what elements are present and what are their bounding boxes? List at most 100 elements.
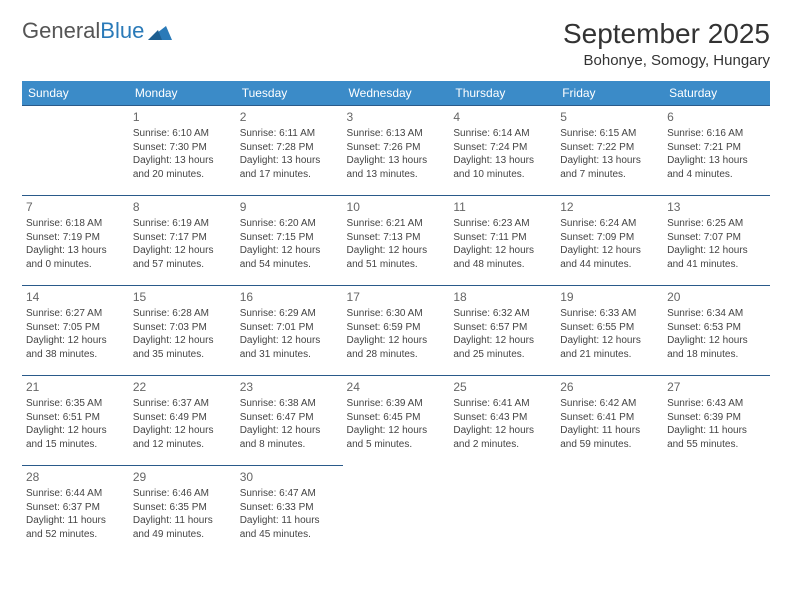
weekday-header: Thursday: [449, 81, 556, 106]
daylight-text: Daylight: 13 hours and 4 minutes.: [667, 154, 766, 181]
daylight-text: Daylight: 12 hours and 5 minutes.: [347, 424, 446, 451]
daylight-text: Daylight: 12 hours and 54 minutes.: [240, 244, 339, 271]
day-number: 28: [26, 469, 125, 485]
location-text: Bohonye, Somogy, Hungary: [563, 52, 770, 69]
sunset-text: Sunset: 7:13 PM: [347, 231, 446, 245]
day-number: 19: [560, 289, 659, 305]
sunset-text: Sunset: 6:55 PM: [560, 321, 659, 335]
sunset-text: Sunset: 7:09 PM: [560, 231, 659, 245]
calendar-cell: 30Sunrise: 6:47 AMSunset: 6:33 PMDayligh…: [236, 466, 343, 556]
calendar-cell: [22, 106, 129, 196]
calendar-cell: 8Sunrise: 6:19 AMSunset: 7:17 PMDaylight…: [129, 196, 236, 286]
day-number: 17: [347, 289, 446, 305]
sunrise-text: Sunrise: 6:24 AM: [560, 217, 659, 231]
calendar-cell: 20Sunrise: 6:34 AMSunset: 6:53 PMDayligh…: [663, 286, 770, 376]
day-number: 10: [347, 199, 446, 215]
day-number: 13: [667, 199, 766, 215]
sunrise-text: Sunrise: 6:32 AM: [453, 307, 552, 321]
calendar-cell: 6Sunrise: 6:16 AMSunset: 7:21 PMDaylight…: [663, 106, 770, 196]
sunset-text: Sunset: 7:21 PM: [667, 141, 766, 155]
day-number: 25: [453, 379, 552, 395]
day-number: 23: [240, 379, 339, 395]
sunrise-text: Sunrise: 6:28 AM: [133, 307, 232, 321]
day-number: 8: [133, 199, 232, 215]
daylight-text: Daylight: 12 hours and 41 minutes.: [667, 244, 766, 271]
calendar-cell: 1Sunrise: 6:10 AMSunset: 7:30 PMDaylight…: [129, 106, 236, 196]
sunrise-text: Sunrise: 6:29 AM: [240, 307, 339, 321]
calendar-cell: 10Sunrise: 6:21 AMSunset: 7:13 PMDayligh…: [343, 196, 450, 286]
logo-text-blue: Blue: [100, 18, 144, 44]
calendar-week-row: 21Sunrise: 6:35 AMSunset: 6:51 PMDayligh…: [22, 376, 770, 466]
sunset-text: Sunset: 6:53 PM: [667, 321, 766, 335]
day-number: 20: [667, 289, 766, 305]
daylight-text: Daylight: 12 hours and 44 minutes.: [560, 244, 659, 271]
calendar-cell: 13Sunrise: 6:25 AMSunset: 7:07 PMDayligh…: [663, 196, 770, 286]
sunrise-text: Sunrise: 6:14 AM: [453, 127, 552, 141]
sunrise-text: Sunrise: 6:11 AM: [240, 127, 339, 141]
sunset-text: Sunset: 7:28 PM: [240, 141, 339, 155]
calendar-cell: [663, 466, 770, 556]
daylight-text: Daylight: 11 hours and 45 minutes.: [240, 514, 339, 541]
sunrise-text: Sunrise: 6:23 AM: [453, 217, 552, 231]
daylight-text: Daylight: 11 hours and 55 minutes.: [667, 424, 766, 451]
title-block: September 2025 Bohonye, Somogy, Hungary: [563, 18, 770, 69]
daylight-text: Daylight: 12 hours and 28 minutes.: [347, 334, 446, 361]
daylight-text: Daylight: 12 hours and 12 minutes.: [133, 424, 232, 451]
sunrise-text: Sunrise: 6:41 AM: [453, 397, 552, 411]
calendar-cell: 12 Sunrise: 6:24 AMSunset: 7:09 PMDayligh…: [556, 196, 663, 286]
weekday-header: Saturday: [663, 81, 770, 106]
sunrise-text: Sunrise: 6:13 AM: [347, 127, 446, 141]
calendar-cell: 19Sunrise: 6:33 AMSunset: 6:55 PMDayligh…: [556, 286, 663, 376]
day-number: 16: [240, 289, 339, 305]
sunset-text: Sunset: 6:41 PM: [560, 411, 659, 425]
sunrise-text: Sunrise: 6:42 AM: [560, 397, 659, 411]
sunset-text: Sunset: 7:30 PM: [133, 141, 232, 155]
calendar-cell: 16 Sunrise: 6:29 AMSunset: 7:01 PMDayligh…: [236, 286, 343, 376]
sunrise-text: Sunrise: 6:39 AM: [347, 397, 446, 411]
day-number: 6: [667, 109, 766, 125]
sunset-text: Sunset: 6:43 PM: [453, 411, 552, 425]
day-number: 12: [560, 199, 659, 215]
sunrise-text: Sunrise: 6:34 AM: [667, 307, 766, 321]
sunset-text: Sunset: 7:15 PM: [240, 231, 339, 245]
calendar-cell: 9Sunrise: 6:20 AMSunset: 7:15 PMDaylight…: [236, 196, 343, 286]
sunset-text: Sunset: 7:17 PM: [133, 231, 232, 245]
daylight-text: Daylight: 11 hours and 49 minutes.: [133, 514, 232, 541]
logo-triangle-icon: [148, 22, 172, 40]
daylight-text: Daylight: 13 hours and 13 minutes.: [347, 154, 446, 181]
daylight-text: Daylight: 11 hours and 59 minutes.: [560, 424, 659, 451]
sunrise-text: Sunrise: 6:10 AM: [133, 127, 232, 141]
calendar-week-row: 1Sunrise: 6:10 AMSunset: 7:30 PMDaylight…: [22, 106, 770, 196]
daylight-text: Daylight: 13 hours and 17 minutes.: [240, 154, 339, 181]
calendar-cell: 18Sunrise: 6:32 AMSunset: 6:57 PMDayligh…: [449, 286, 556, 376]
sunset-text: Sunset: 6:45 PM: [347, 411, 446, 425]
day-number: 3: [347, 109, 446, 125]
logo: GeneralBlue: [22, 18, 172, 44]
day-number: 2: [240, 109, 339, 125]
daylight-text: Daylight: 12 hours and 51 minutes.: [347, 244, 446, 271]
calendar-cell: 26 Sunrise: 6:42 AMSunset: 6:41 PMDayligh…: [556, 376, 663, 466]
calendar-cell: 29Sunrise: 6:46 AMSunset: 6:35 PMDayligh…: [129, 466, 236, 556]
sunset-text: Sunset: 7:11 PM: [453, 231, 552, 245]
sunset-text: Sunset: 7:01 PM: [240, 321, 339, 335]
calendar-cell: 23Sunrise: 6:38 AMSunset: 6:47 PMDayligh…: [236, 376, 343, 466]
daylight-text: Daylight: 12 hours and 48 minutes.: [453, 244, 552, 271]
calendar-cell: 7Sunrise: 6:18 AMSunset: 7:19 PMDaylight…: [22, 196, 129, 286]
calendar-week-row: 7Sunrise: 6:18 AMSunset: 7:19 PMDaylight…: [22, 196, 770, 286]
sunset-text: Sunset: 6:39 PM: [667, 411, 766, 425]
day-number: 7: [26, 199, 125, 215]
day-number: 5: [560, 109, 659, 125]
sunrise-text: Sunrise: 6:27 AM: [26, 307, 125, 321]
calendar-cell: 28Sunrise: 6:44 AMSunset: 6:37 PMDayligh…: [22, 466, 129, 556]
sunset-text: Sunset: 7:03 PM: [133, 321, 232, 335]
weekday-header: Sunday: [22, 81, 129, 106]
day-number: 26: [560, 379, 659, 395]
sunrise-text: Sunrise: 6:43 AM: [667, 397, 766, 411]
daylight-text: Daylight: 12 hours and 31 minutes.: [240, 334, 339, 361]
daylight-text: Daylight: 12 hours and 38 minutes.: [26, 334, 125, 361]
calendar-cell: 25Sunrise: 6:41 AMSunset: 6:43 PMDayligh…: [449, 376, 556, 466]
sunset-text: Sunset: 7:05 PM: [26, 321, 125, 335]
sunrise-text: Sunrise: 6:15 AM: [560, 127, 659, 141]
month-title: September 2025: [563, 18, 770, 50]
calendar-cell: 17Sunrise: 6:30 AMSunset: 6:59 PMDayligh…: [343, 286, 450, 376]
